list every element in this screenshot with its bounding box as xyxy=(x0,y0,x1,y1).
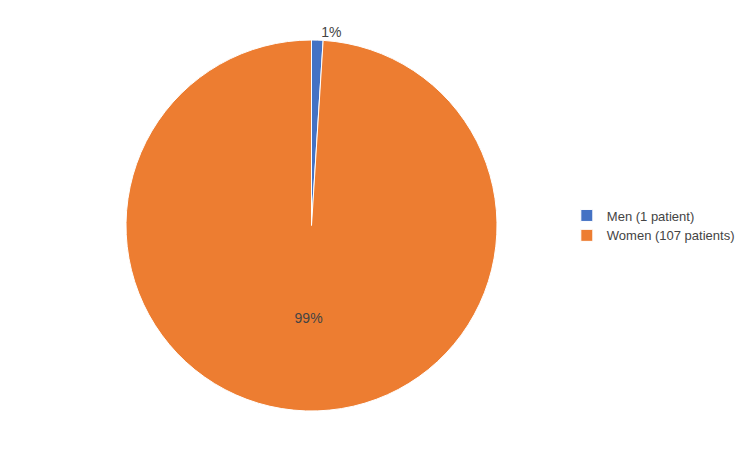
svg-text:Men (1 patient): Men (1 patient) xyxy=(607,209,694,224)
svg-text:Women (107 patients): Women (107 patients) xyxy=(607,228,735,243)
svg-text:1%: 1% xyxy=(321,24,341,40)
svg-text:99%: 99% xyxy=(295,310,323,326)
